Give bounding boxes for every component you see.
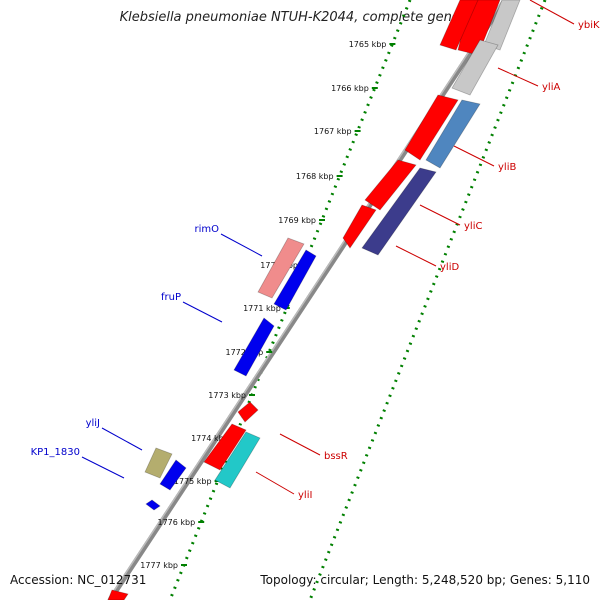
tick-label: 1777 kbp: [140, 561, 178, 570]
gene-feature-pink: [257, 237, 305, 299]
gene-label-ybik: ybiK: [578, 20, 600, 31]
gene-label-ylia: yliA: [542, 82, 560, 93]
gene-label-ylij: yliJ: [86, 418, 100, 429]
tick-label: 1774 kbp: [191, 434, 229, 443]
tick-label: 1775 kbp: [174, 477, 212, 486]
gene-feature-red: [107, 589, 129, 600]
leader-line: [255, 471, 295, 495]
gene-feature-blue: [145, 499, 161, 511]
gene-feature-red: [203, 423, 247, 471]
gene-feature-red: [404, 94, 459, 161]
map-title: Klebsiella pneumoniae NTUH-K2044, comple…: [119, 10, 481, 25]
gene-feature-red: [342, 204, 377, 249]
gene-feature-steel: [425, 99, 481, 169]
gene-label-ylid: yliD: [440, 262, 459, 273]
gene-label-rimo: rimO: [194, 224, 219, 235]
tick-label: 1769 kbp: [278, 216, 316, 225]
leader-line: [419, 204, 461, 226]
genome-summary: Topology: circular; Length: 5,248,520 bp…: [260, 573, 590, 587]
gene-feature-red: [439, 0, 479, 51]
gene-feature-red: [237, 401, 259, 423]
tick-label: 1773 kbp: [208, 391, 246, 400]
leader-line: [279, 433, 321, 456]
gene-label-kp1_1830: KP1_1830: [31, 447, 80, 458]
gene-feature-grey: [451, 39, 499, 96]
gene-label-ylic: yliC: [464, 221, 482, 232]
tick-label: 1771 kbp: [243, 304, 281, 313]
tick-labels: 1765 kbp 1766 kbp 1767 kbp 1768 kbp 1769 kbp…: [140, 40, 396, 570]
leader-line: [529, 0, 575, 25]
gene-feature-cyan: [214, 431, 261, 489]
tick-label: 1765 kbp: [349, 40, 387, 49]
gene-label-ylii: yliI: [298, 490, 312, 501]
leader-line: [453, 145, 495, 167]
gene-feature-blue: [159, 459, 187, 491]
tick-label: 1776 kbp: [157, 518, 195, 527]
gene-label-ylib: yliB: [498, 162, 516, 173]
gene-feature-navy: [361, 167, 437, 256]
tick-label: 1767 kbp: [314, 127, 352, 136]
gene-feature-blue: [233, 317, 275, 377]
leader-line: [220, 233, 263, 257]
leader-line: [81, 456, 125, 479]
tick-label: 1766 kbp: [331, 84, 369, 93]
leader-line: [101, 427, 143, 451]
leader-line: [395, 245, 437, 267]
gene-feature-olive: [144, 447, 173, 479]
gene-feature-grey: [483, 0, 521, 51]
inner-tick-ring: [308, 0, 547, 600]
leader-line: [182, 301, 223, 323]
gene-feature-blue: [273, 249, 317, 311]
tick-label: 1768 kbp: [296, 172, 334, 181]
leader-line: [497, 67, 539, 87]
gene-label-bssr: bssR: [324, 451, 348, 462]
gene-feature-red: [364, 159, 417, 211]
accession-label: Accession: NC_012731: [10, 573, 147, 587]
gene-label-frup: fruP: [161, 292, 181, 303]
